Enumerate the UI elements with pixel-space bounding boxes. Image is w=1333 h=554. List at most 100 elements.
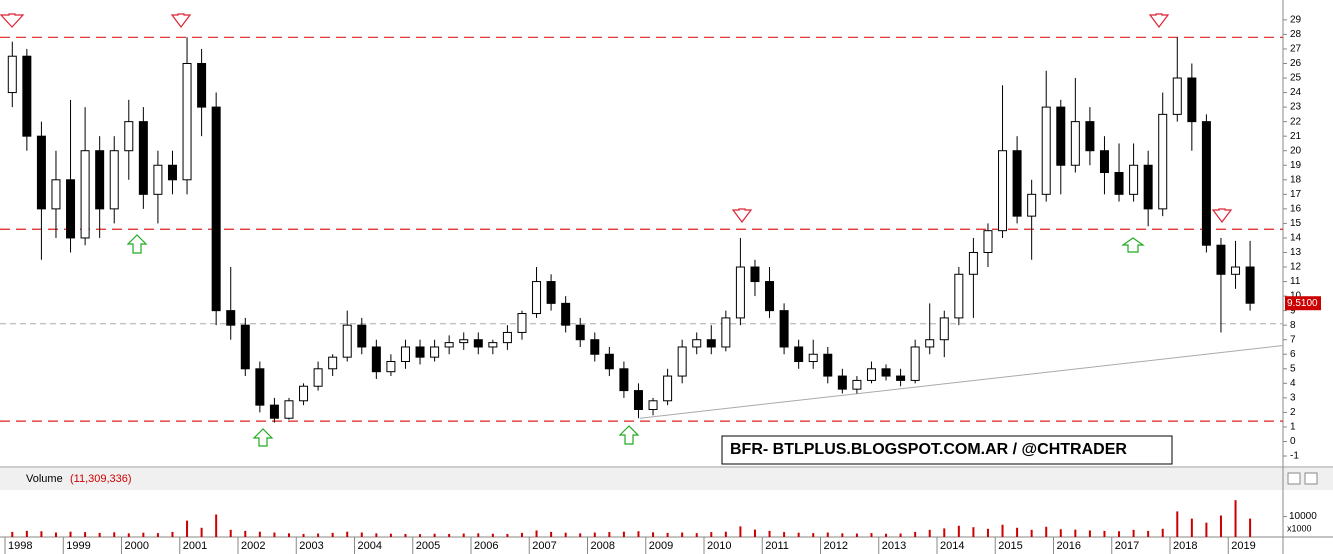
candle-body	[721, 317, 731, 348]
volume-bar	[986, 528, 989, 537]
volume-bar	[156, 533, 159, 537]
volume-bar	[1249, 518, 1252, 537]
x-tick-label: 2009	[649, 540, 673, 552]
volume-bar	[710, 532, 713, 537]
candle-body	[124, 121, 134, 152]
x-tick-label: 1998	[8, 540, 32, 552]
candle-body	[473, 339, 483, 348]
y-tick-label: 22	[1290, 116, 1302, 127]
candle-body	[240, 324, 250, 370]
volume-bar	[1234, 500, 1237, 537]
candle-body	[1231, 266, 1241, 275]
volume-bar	[1016, 527, 1019, 537]
volume-bar	[914, 531, 917, 537]
y-tick-label: 26	[1290, 58, 1302, 69]
volume-bar	[244, 530, 247, 537]
candle-body	[532, 281, 542, 315]
y-tick-label: 28	[1290, 29, 1302, 40]
down-arrow	[170, 13, 192, 28]
volume-title: Volume	[26, 473, 63, 485]
last-price-box	[1285, 296, 1321, 311]
volume-bar	[1219, 515, 1222, 537]
volume-bar	[375, 533, 378, 537]
y-tick-label: 6	[1290, 349, 1296, 360]
y-tick-label: 0	[1290, 436, 1296, 447]
x-tick-label: 2012	[824, 540, 848, 552]
candle-body	[226, 310, 236, 326]
x-tick-label: 2002	[241, 540, 265, 552]
volume-bar	[40, 531, 43, 537]
candle-body	[692, 339, 702, 348]
volume-bar	[215, 514, 218, 537]
candle-body	[1085, 121, 1095, 152]
volume-bar	[608, 532, 611, 537]
up-arrow	[1121, 237, 1145, 253]
volume-bar	[520, 532, 523, 537]
y-tick-label: 1	[1290, 422, 1296, 433]
volume-bar	[768, 530, 771, 537]
candle-body	[735, 266, 745, 319]
volume-bar	[127, 533, 130, 537]
candle-body	[95, 150, 105, 210]
panel-button[interactable]	[1287, 472, 1301, 485]
volume-bar	[477, 533, 480, 537]
volume-bar	[258, 531, 261, 537]
up-arrow	[252, 428, 274, 447]
volume-bar	[113, 532, 116, 537]
candle-body	[633, 390, 643, 410]
candle-body	[998, 150, 1008, 232]
volume-bar	[69, 531, 72, 537]
candle-body	[590, 339, 600, 355]
bottom-arrows	[126, 234, 1145, 447]
volume-bar	[1074, 529, 1077, 537]
candle-body	[66, 179, 76, 239]
y-tick-label: 12	[1290, 262, 1302, 273]
candle-body	[648, 400, 658, 410]
x-tick-label: 2004	[358, 540, 382, 552]
y-tick-label: 23	[1290, 102, 1302, 113]
candle-body	[1099, 150, 1109, 174]
volume-bar	[1030, 529, 1033, 537]
y-tick-label: 20	[1290, 145, 1302, 156]
volume-bar	[797, 532, 800, 537]
candle-body	[546, 281, 556, 304]
candle-body	[852, 379, 862, 390]
candle-body	[1041, 106, 1051, 195]
volume-bar	[1103, 530, 1106, 537]
volume-bar	[186, 520, 189, 537]
y-tick-label: 16	[1290, 204, 1302, 215]
volume-bar	[25, 530, 28, 537]
volume-bar	[957, 525, 960, 537]
volume-bar	[783, 532, 786, 537]
volume-bar	[1147, 530, 1150, 537]
candle-body	[983, 230, 993, 253]
volume-bar	[637, 531, 640, 537]
volume-bar	[885, 533, 888, 537]
candle-body	[80, 150, 90, 239]
candle-body	[313, 368, 323, 387]
volume-bar	[1205, 522, 1208, 537]
candle-body	[619, 368, 629, 392]
y-tick-label: 7	[1290, 334, 1296, 345]
volume-bar	[593, 532, 596, 537]
volume-bar	[317, 533, 320, 537]
volume-bar	[666, 532, 669, 537]
candle-body	[211, 106, 221, 312]
candle-body	[968, 251, 978, 275]
y-tick-label: 19	[1290, 160, 1302, 171]
candle-body	[794, 346, 804, 363]
volume-bar	[302, 533, 305, 537]
candle-body	[269, 404, 279, 419]
candle-body	[197, 62, 207, 108]
panel-button[interactable]	[1304, 472, 1318, 485]
y-tick-label: 25	[1290, 73, 1302, 84]
candle-body	[1245, 266, 1255, 304]
last-price-label: 9.5100	[1287, 298, 1318, 309]
candle-body	[517, 313, 527, 333]
candle-body	[51, 179, 61, 210]
volume-bar	[899, 533, 902, 537]
volume-bar	[11, 531, 14, 537]
x-tick-label: 2010	[707, 540, 731, 552]
candle-body	[575, 324, 585, 341]
volume-bar	[448, 533, 451, 537]
